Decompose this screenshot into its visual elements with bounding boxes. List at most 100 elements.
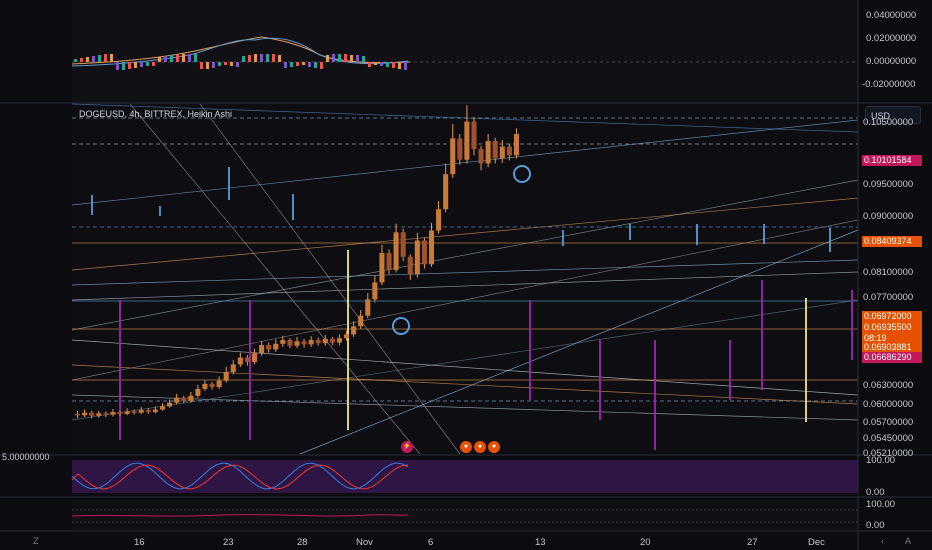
- price-tick: 0.08100000: [863, 267, 914, 279]
- candle-body: [301, 341, 307, 345]
- candle-body: [89, 412, 95, 416]
- trendline: [71, 299, 859, 421]
- price-tick: 0.09000000: [863, 210, 914, 222]
- event-badge-icon[interactable]: ●: [488, 441, 500, 453]
- price-tag: 0.08409374: [862, 236, 922, 247]
- time-tick: 6: [428, 537, 434, 548]
- candle-body: [82, 412, 88, 416]
- time-tick: 16: [134, 537, 145, 548]
- macd-bar: [242, 56, 245, 62]
- macd-bar: [254, 54, 257, 62]
- event-badge-icon[interactable]: ●: [474, 441, 486, 453]
- candle-body: [414, 240, 420, 275]
- trendline: [129, 103, 421, 455]
- macd-bar: [194, 54, 197, 62]
- macd-bar: [278, 55, 281, 62]
- trendline: [299, 229, 859, 455]
- trendline: [71, 179, 859, 331]
- auto-scale-icon[interactable]: A: [905, 536, 912, 546]
- time-tick: 27: [747, 537, 758, 548]
- candle-body: [96, 413, 102, 416]
- trendline: [71, 197, 859, 271]
- macd-bar: [116, 62, 119, 70]
- macd-bar: [158, 57, 161, 62]
- candle-body: [188, 395, 194, 401]
- marker-circle-top[interactable]: [513, 165, 531, 183]
- macd-bar: [362, 56, 365, 62]
- osc-line: [71, 514, 409, 517]
- macd-bar: [134, 62, 137, 68]
- macd-bar: [74, 59, 77, 62]
- candle-body: [138, 410, 144, 413]
- candle-body: [174, 397, 180, 403]
- event-badge-icon[interactable]: ●: [460, 441, 472, 453]
- macd-bar: [356, 55, 359, 62]
- candle-body: [251, 353, 258, 362]
- macd-bar: [122, 62, 125, 70]
- price-tick: 0.10500000: [863, 116, 914, 128]
- price-pane[interactable]: [71, 103, 859, 455]
- candlesticks: [75, 105, 519, 419]
- currency-selector[interactable]: USD: [865, 106, 921, 124]
- candle-body: [351, 326, 357, 335]
- candle-body: [181, 397, 187, 401]
- price-tick: 0.09500000: [863, 179, 914, 191]
- macd-bar: [272, 54, 275, 62]
- candle-body: [428, 230, 435, 265]
- macd-tick: 0.00000000: [866, 56, 917, 67]
- macd-bar: [146, 62, 149, 66]
- candle-body: [471, 121, 477, 150]
- macd-tick: 0.02000000: [866, 33, 917, 44]
- candle-body: [436, 209, 442, 231]
- trendline: [71, 394, 859, 421]
- candle-body: [450, 138, 456, 175]
- macd-bar: [152, 62, 155, 66]
- candle-body: [195, 388, 201, 396]
- trendline: [71, 364, 859, 405]
- macd-tick: -0.02000000: [862, 79, 916, 90]
- candle-body: [124, 411, 130, 414]
- candle-body: [216, 380, 222, 388]
- candle-body: [75, 413, 81, 416]
- stoch-band: [72, 460, 858, 493]
- macd-bar: [92, 56, 95, 62]
- marker-circle-bottom[interactable]: [392, 317, 410, 335]
- trendline: [71, 271, 859, 301]
- candle-body: [421, 240, 427, 265]
- stoch-k-line: [71, 462, 409, 490]
- candle-body: [322, 338, 328, 344]
- chevron-left-icon[interactable]: ‹: [881, 536, 884, 546]
- candle-body: [131, 411, 137, 413]
- candle-body: [393, 232, 399, 270]
- candle-body: [167, 402, 173, 407]
- candle-body: [478, 149, 484, 164]
- macd-bar: [176, 55, 179, 62]
- candle-body: [315, 340, 321, 344]
- candle-body: [506, 146, 512, 156]
- candle-body: [266, 345, 272, 350]
- event-badge-icon[interactable]: ⚡: [401, 441, 413, 453]
- stoch-d-line: [71, 464, 409, 490]
- macd-bar: [284, 62, 287, 68]
- macd-bar: [308, 62, 311, 67]
- macd-bar: [380, 62, 383, 66]
- macd-bar: [104, 54, 107, 62]
- time-tick: 13: [535, 537, 546, 548]
- zoom-out-icon[interactable]: Z: [33, 536, 39, 546]
- macd-bar: [128, 62, 131, 69]
- stochastic-pane[interactable]: [71, 460, 858, 493]
- price-tag: 0.06686290: [862, 352, 922, 363]
- macd-bar: [200, 62, 203, 69]
- candle-body: [329, 338, 335, 343]
- trendline: [71, 219, 859, 381]
- oscillator-pane[interactable]: [71, 500, 858, 530]
- macd-bar: [80, 58, 83, 62]
- candle-body: [103, 413, 109, 415]
- trendline: [199, 103, 461, 455]
- candle-body: [492, 140, 498, 159]
- candle-body: [244, 357, 250, 362]
- macd-pane[interactable]: [71, 0, 858, 102]
- macd-bar: [164, 56, 167, 62]
- macd-bar: [218, 62, 221, 66]
